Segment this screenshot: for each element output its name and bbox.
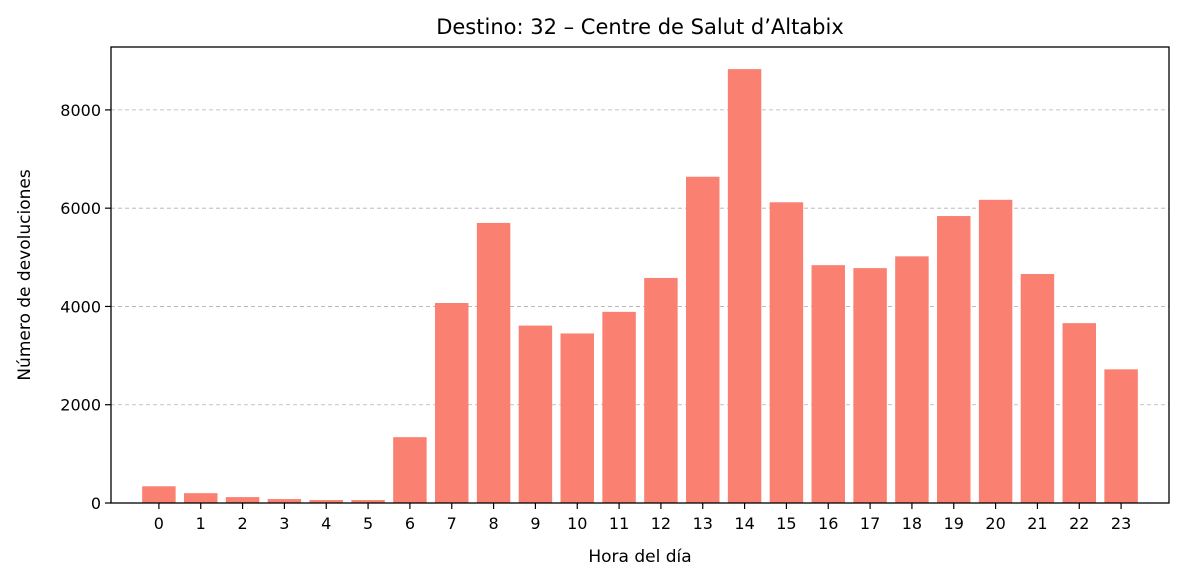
x-tick-label: 7	[447, 514, 457, 533]
x-tick-label: 13	[693, 514, 713, 533]
y-axis-label: Número de devoluciones	[15, 169, 35, 380]
y-grid	[111, 109, 1169, 406]
bar-hour-11	[602, 311, 636, 503]
x-tick-label: 12	[651, 514, 671, 533]
x-tick-label: 15	[776, 514, 796, 533]
bar-hour-6	[393, 437, 427, 503]
y-tick-label: 6000	[60, 199, 101, 218]
x-tick-label: 14	[734, 514, 754, 533]
bar-hour-17	[853, 268, 887, 503]
bar-hour-23	[1104, 369, 1138, 503]
bar-hour-14	[727, 69, 762, 504]
x-tick-label: 4	[321, 514, 331, 533]
x-tick-label: 6	[405, 514, 415, 533]
x-tick-label: 20	[985, 514, 1005, 533]
bar-hour-5	[351, 500, 385, 503]
chart-title: Destino: 32 – Centre de Salut d’Altabix	[436, 15, 844, 39]
bar-hour-10	[560, 333, 594, 503]
x-tick-label: 23	[1111, 514, 1131, 533]
y-axis-ticks: 0 2000 4000 6000 8000	[60, 101, 111, 513]
x-tick-label: 17	[860, 514, 880, 533]
x-tick-label: 18	[902, 514, 922, 533]
x-tick-label: 19	[944, 514, 964, 533]
x-tick-label: 3	[279, 514, 289, 533]
bar-hour-15	[769, 202, 804, 503]
x-tick-label: 8	[488, 514, 498, 533]
x-tick-label: 9	[530, 514, 540, 533]
bars	[142, 69, 1138, 504]
bar-hour-21	[1020, 274, 1055, 503]
x-tick-label: 5	[363, 514, 373, 533]
bar-hour-8	[476, 222, 511, 503]
plot-area-frame	[110, 46, 1170, 504]
x-axis-ticks: 0 1 2 3 4 5 6 7 8 9 10 11 12 13 14 15 16 17 18 19 20 21 22 23	[154, 503, 1131, 533]
x-tick-label: 1	[196, 514, 206, 533]
y-tick-label: 0	[91, 494, 101, 513]
x-tick-label: 0	[154, 514, 164, 533]
bar-hour-19	[937, 216, 971, 503]
bar-hour-20	[978, 199, 1013, 503]
bar-hour-16	[811, 265, 845, 503]
bar-hour-12	[644, 277, 678, 503]
bar-hour-22	[1062, 323, 1096, 503]
x-tick-label: 22	[1069, 514, 1089, 533]
y-tick-label: 2000	[60, 396, 101, 415]
x-tick-label: 2	[237, 514, 247, 533]
bar-hour-1	[184, 493, 218, 503]
bar-hour-7	[435, 303, 469, 503]
y-tick-label: 8000	[60, 101, 101, 120]
bar-hour-3	[267, 499, 302, 503]
bar-hour-2	[225, 497, 260, 503]
y-tick-label: 4000	[60, 297, 101, 316]
x-axis-label: Hora del día	[588, 547, 691, 567]
bar-hour-13	[686, 176, 720, 504]
bar-hour-18	[895, 256, 929, 503]
bar-hour-9	[518, 325, 553, 503]
x-tick-label: 16	[818, 514, 838, 533]
bar-hour-0	[142, 486, 176, 503]
x-tick-label: 11	[609, 514, 629, 533]
x-tick-label: 21	[1027, 514, 1047, 533]
bar-hour-4	[309, 500, 343, 503]
x-tick-label: 10	[567, 514, 587, 533]
